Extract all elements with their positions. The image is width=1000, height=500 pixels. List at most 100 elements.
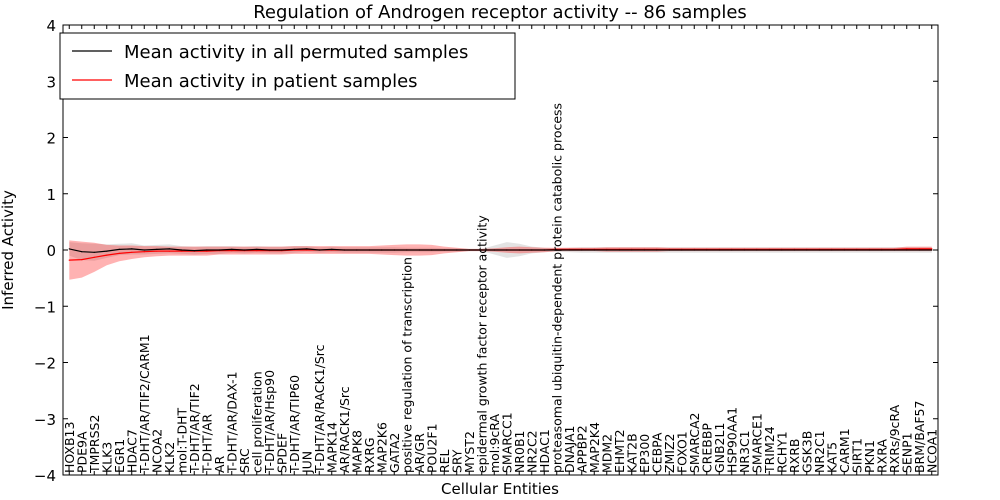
x-tick-label: BRM/BAF57 — [912, 401, 927, 473]
x-tick-label: T-DHT/AR/TIF2/CARM1 — [137, 334, 152, 474]
series-lines — [68, 248, 933, 261]
x-tick-label: RXRB — [787, 439, 802, 474]
data-point-permuted — [256, 248, 258, 250]
data-point-patient — [931, 248, 933, 250]
x-tick-label: REL — [437, 449, 452, 473]
data-point-permuted — [231, 248, 233, 250]
x-tick-label: KLK2 — [162, 442, 177, 473]
x-tick-label: RXRs/9cRA — [887, 404, 902, 473]
x-tick-label: KAT5 — [824, 442, 839, 473]
data-point-permuted — [643, 249, 645, 251]
x-tick-label: MYST2 — [462, 431, 477, 473]
x-tick-label: AR/GR — [412, 433, 427, 473]
x-tick-label: RXRA — [874, 439, 889, 473]
data-point-permuted — [306, 248, 308, 250]
x-tick-label: CREBBP — [699, 423, 714, 473]
x-tick-label: GNB2L1 — [712, 423, 727, 473]
x-tick-label: TMPRSS2 — [87, 415, 102, 474]
y-axis-label: Inferred Activity — [0, 190, 17, 310]
x-tick-label: epidermal growth factor receptor activit… — [474, 215, 489, 473]
data-point-permuted — [356, 249, 358, 251]
y-tick-label: −1 — [34, 298, 56, 316]
x-tick-label: MDM2 — [599, 434, 614, 473]
x-tick-label: NR2C2 — [524, 430, 539, 473]
y-tick-label: 4 — [46, 17, 56, 35]
data-point-patient — [181, 250, 183, 252]
legend-entry-patient: Mean activity in patient samples — [124, 71, 418, 92]
x-tick-label: HDAC7 — [124, 429, 139, 473]
data-point-permuted — [756, 249, 758, 251]
x-tick-label: MAPK14 — [324, 422, 339, 473]
x-tick-label: NCOA2 — [149, 429, 164, 473]
data-point-permuted — [668, 249, 670, 251]
data-point-permuted — [293, 248, 295, 250]
data-point-patient — [156, 250, 158, 252]
x-tick-label: TRIM24 — [762, 426, 777, 474]
x-tick-label: RCHY1 — [774, 431, 789, 473]
data-point-permuted — [106, 250, 108, 252]
data-point-permuted — [856, 249, 858, 251]
x-tick-label: ZMIZ2 — [662, 433, 677, 473]
x-tick-label: mol:9cRA — [487, 414, 502, 474]
data-point-patient — [231, 250, 233, 252]
legend-entry-permuted: Mean activity in all permuted samples — [124, 42, 468, 63]
x-tick-label: T-DHT/AR/TIP60 — [287, 375, 302, 474]
x-tick-label: T-DHT/AR/RACK1/Src — [312, 344, 327, 474]
x-tick-label: POU2F1 — [424, 423, 439, 473]
data-point-permuted — [881, 249, 883, 251]
x-tick-label: MAP2K4 — [587, 422, 602, 473]
data-point-permuted — [368, 249, 370, 251]
data-point-patient — [93, 256, 95, 258]
data-point-permuted — [181, 249, 183, 251]
data-point-permuted — [206, 249, 208, 251]
data-point-permuted — [381, 249, 383, 251]
data-point-permuted — [593, 249, 595, 251]
data-point-patient — [131, 251, 133, 253]
x-tick-label: NR2C1 — [812, 430, 827, 473]
x-tick-label: HSP90AA1 — [724, 407, 739, 473]
data-point-permuted — [218, 249, 220, 251]
x-axis: HOXB13PDE9ATMPRSS2KLK3EGR1HDAC7T-DHT/AR/… — [62, 25, 939, 475]
x-tick-label: NCOA1 — [924, 429, 939, 473]
x-tick-label: AR — [212, 455, 227, 473]
data-point-permuted — [718, 249, 720, 251]
data-point-permuted — [606, 249, 608, 251]
data-point-permuted — [906, 249, 908, 251]
chart-title: Regulation of Androgen receptor activity… — [253, 2, 747, 23]
x-tick-label: EGR1 — [112, 439, 127, 473]
x-tick-label: SMARCE1 — [749, 413, 764, 473]
x-tick-label: CARM1 — [837, 428, 852, 473]
data-point-permuted — [168, 248, 170, 250]
data-point-permuted — [918, 249, 920, 251]
x-tick-label: NR0B1 — [512, 431, 527, 474]
x-tick-label: EP300 — [637, 434, 652, 473]
x-tick-label: FOXO1 — [674, 431, 689, 473]
data-point-patient — [68, 259, 70, 261]
x-tick-label: HOXB13 — [62, 422, 77, 473]
data-point-permuted — [506, 249, 508, 251]
y-tick-label: 3 — [46, 73, 56, 91]
data-point-permuted — [456, 249, 458, 251]
y-tick-label: −4 — [34, 467, 56, 485]
x-tick-label: NR3C1 — [737, 430, 752, 473]
confidence-band-permuted — [69, 242, 932, 261]
data-point-permuted — [343, 249, 345, 251]
data-point-patient — [118, 252, 120, 254]
data-point-permuted — [193, 250, 195, 252]
data-point-permuted — [931, 249, 933, 251]
x-tick-label: AR/RACK1/Src — [337, 386, 352, 473]
data-point-permuted — [493, 249, 495, 251]
x-tick-label: positive regulation of transcription — [399, 257, 414, 473]
x-tick-label: GATA2 — [387, 433, 402, 473]
x-tick-label: APPBP2 — [574, 425, 589, 473]
data-point-permuted — [443, 249, 445, 251]
x-tick-label: cell proliferation — [249, 371, 264, 473]
data-point-permuted — [868, 249, 870, 251]
data-point-permuted — [481, 249, 483, 251]
data-point-permuted — [431, 249, 433, 251]
x-tick-label: SRY — [449, 449, 464, 473]
x-tick-label: KLK3 — [99, 442, 114, 473]
data-point-permuted — [93, 251, 95, 253]
data-point-permuted — [118, 248, 120, 250]
